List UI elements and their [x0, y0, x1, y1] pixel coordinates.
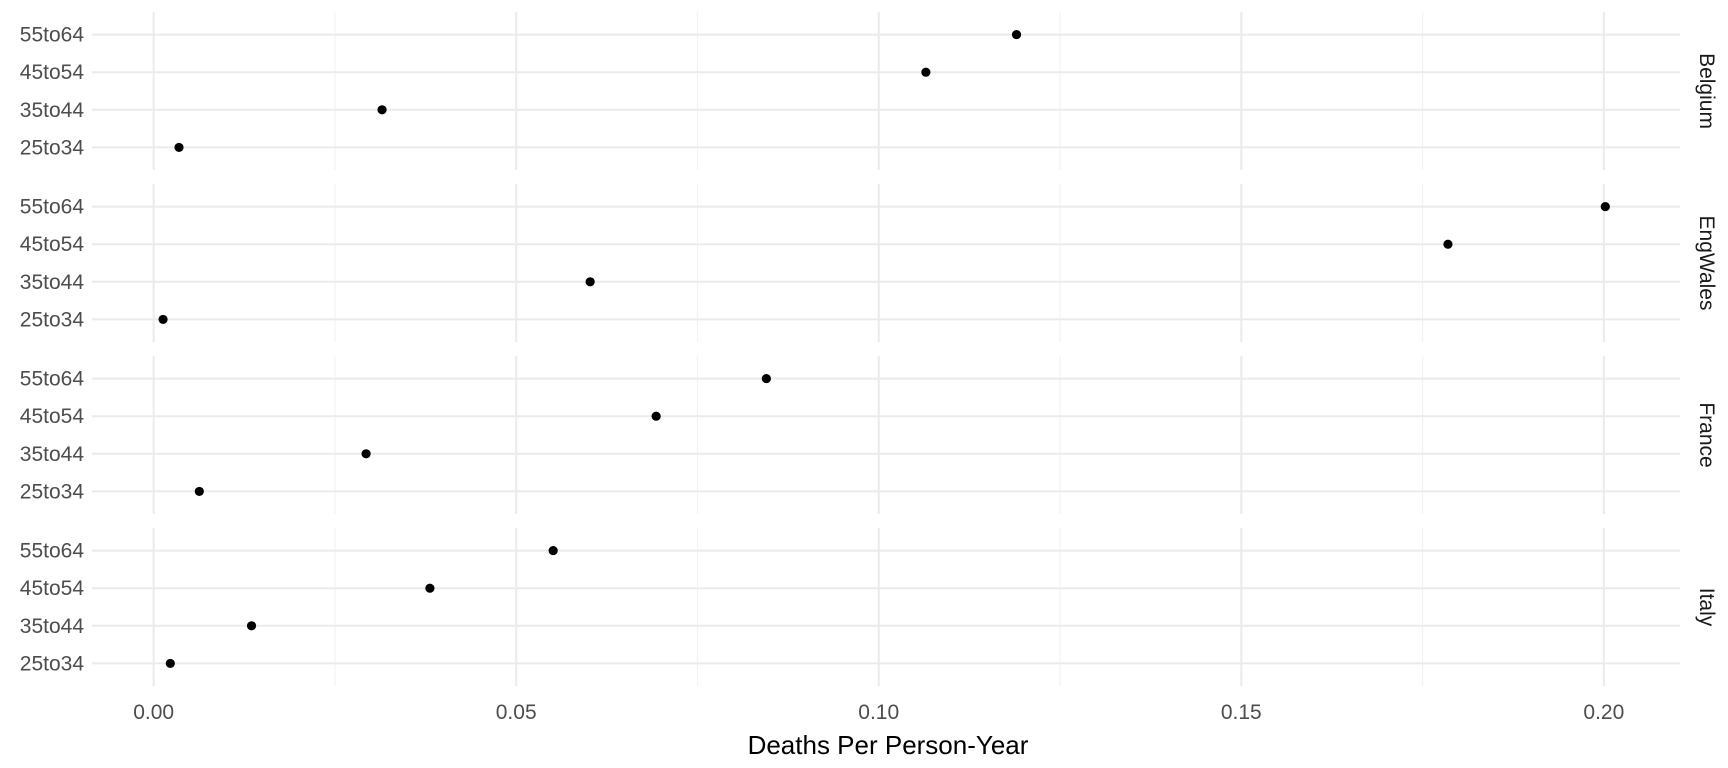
y-tick-label: 35to44 — [20, 271, 85, 294]
y-tick-label: 45to54 — [20, 233, 85, 256]
y-tick-label: 45to54 — [20, 577, 85, 600]
y-tick-label: 25to34 — [20, 480, 85, 503]
data-point — [425, 583, 435, 593]
data-point — [651, 411, 661, 421]
gridlines — [92, 12, 1680, 686]
y-tick-label: 45to54 — [20, 405, 85, 428]
y-tick-label: 25to34 — [20, 308, 85, 331]
data-point — [761, 373, 771, 384]
data-point — [1600, 201, 1610, 212]
data-point — [194, 486, 204, 497]
data-point — [246, 621, 257, 631]
data-points — [158, 29, 1610, 669]
y-tick-label: 55to64 — [20, 196, 85, 219]
x-tick-label: 0.20 — [1583, 701, 1624, 724]
data-point — [165, 658, 175, 669]
y-tick-label: 55to64 — [20, 24, 85, 47]
y-tick-label: 35to44 — [20, 99, 85, 122]
data-point — [174, 142, 184, 153]
axes: 25to34 35to44 45to54 55to64 Belgium 25to34 35t… — [20, 24, 1718, 724]
y-tick-label: 35to44 — [20, 443, 85, 466]
x-tick-label: 0.05 — [496, 701, 537, 724]
facet-label-belgium: Belgium — [1695, 53, 1718, 129]
data-point — [158, 314, 168, 325]
y-tick-label: 25to34 — [20, 136, 85, 159]
data-point — [921, 67, 931, 77]
y-tick-label: 35to44 — [20, 615, 85, 638]
data-point — [1443, 239, 1453, 249]
x-tick-label: 0.10 — [858, 701, 899, 724]
y-tick-label: 55to64 — [20, 368, 85, 391]
data-point — [585, 277, 595, 287]
data-point — [548, 545, 558, 556]
facet-label-italy: Italy — [1695, 588, 1718, 627]
x-tick-label: 0.15 — [1221, 701, 1262, 724]
y-tick-label: 55to64 — [20, 540, 85, 563]
data-point — [377, 105, 387, 115]
x-tick-label: 0.00 — [133, 701, 174, 724]
y-tick-label: 25to34 — [20, 652, 85, 675]
data-point — [1011, 29, 1022, 40]
x-axis-label: Deaths Per Person-Year — [748, 730, 1029, 760]
data-point — [361, 449, 371, 459]
y-tick-label: 45to54 — [20, 61, 85, 84]
facet-label-engwales: EngWales — [1695, 216, 1718, 311]
facet-label-france: France — [1695, 402, 1718, 467]
